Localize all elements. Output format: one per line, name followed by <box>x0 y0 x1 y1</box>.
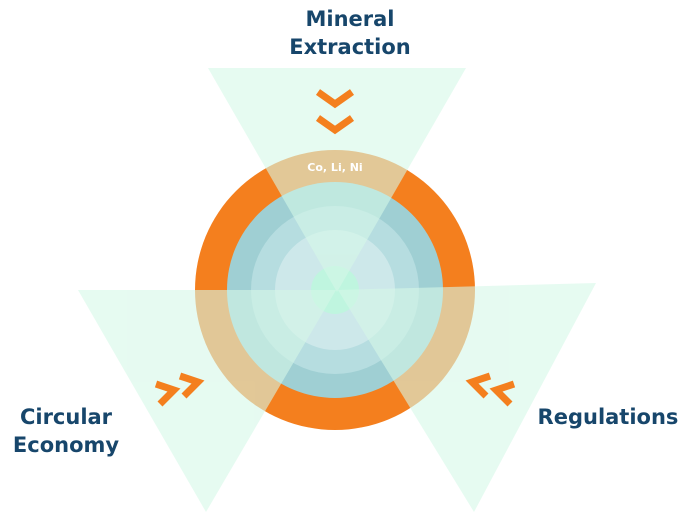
chevron <box>465 372 492 399</box>
node-label: Circular <box>20 405 113 429</box>
top-triangle <box>208 68 466 292</box>
triangles <box>78 68 596 512</box>
chevron <box>489 380 516 407</box>
left-triangle <box>78 290 336 512</box>
node-label: Economy <box>13 433 119 457</box>
chevron <box>178 372 205 399</box>
chevron <box>315 115 355 135</box>
right-triangle <box>338 283 596 512</box>
node-label: Mineral <box>305 7 394 31</box>
node-label: Extraction <box>289 35 411 59</box>
chevron <box>315 89 355 109</box>
ring-label: Co, Li, Ni <box>307 161 362 174</box>
chevron <box>154 380 181 407</box>
chevrons <box>154 89 516 407</box>
node-label: Regulations <box>538 405 679 429</box>
